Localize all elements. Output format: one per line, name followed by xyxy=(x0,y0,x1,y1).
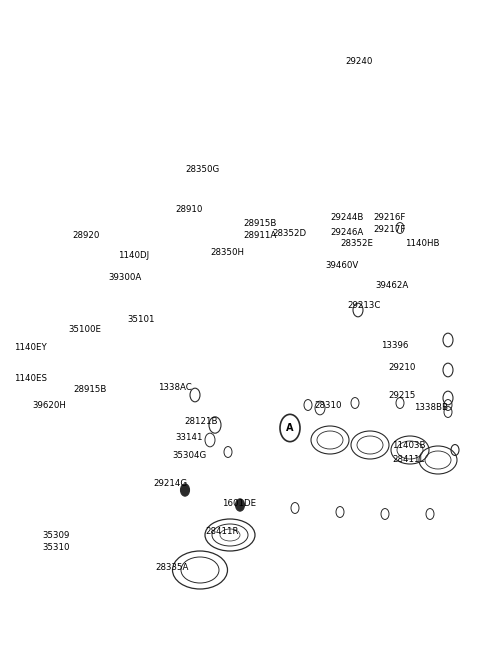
Text: 28335A: 28335A xyxy=(155,563,188,572)
Circle shape xyxy=(239,223,247,233)
Text: 39620H: 39620H xyxy=(32,400,66,409)
Circle shape xyxy=(377,77,383,83)
Circle shape xyxy=(387,56,393,64)
Polygon shape xyxy=(130,264,445,385)
Text: V6: V6 xyxy=(263,110,277,120)
Text: 33141: 33141 xyxy=(175,432,203,441)
Text: 39300A: 39300A xyxy=(108,274,141,282)
Circle shape xyxy=(368,77,372,83)
Text: 29246A: 29246A xyxy=(330,227,363,236)
Text: 11403B: 11403B xyxy=(392,441,425,449)
Text: H: H xyxy=(205,88,215,102)
Text: 35310: 35310 xyxy=(42,544,70,553)
Text: 1338AC: 1338AC xyxy=(158,383,192,392)
Text: 29244B: 29244B xyxy=(330,214,363,223)
Text: 29215: 29215 xyxy=(388,392,415,400)
FancyBboxPatch shape xyxy=(207,440,223,452)
Circle shape xyxy=(397,86,403,94)
Text: 28920: 28920 xyxy=(72,231,99,240)
Circle shape xyxy=(377,47,383,54)
Circle shape xyxy=(180,484,190,496)
Circle shape xyxy=(348,96,352,103)
Text: 1140ES: 1140ES xyxy=(14,373,47,383)
Text: 28310: 28310 xyxy=(314,400,341,409)
Text: 28350H: 28350H xyxy=(210,248,244,257)
Circle shape xyxy=(387,86,393,94)
Text: 28915B: 28915B xyxy=(73,386,107,394)
Circle shape xyxy=(337,56,343,64)
Text: 28411R: 28411R xyxy=(205,527,239,536)
Text: 39462A: 39462A xyxy=(375,282,408,291)
Circle shape xyxy=(348,67,352,73)
Text: 1140DJ: 1140DJ xyxy=(118,252,149,261)
Text: 29216F: 29216F xyxy=(373,214,406,223)
Circle shape xyxy=(397,47,403,54)
Circle shape xyxy=(397,77,403,83)
Circle shape xyxy=(358,67,362,73)
Circle shape xyxy=(397,56,403,64)
Circle shape xyxy=(348,86,352,94)
Text: 29240: 29240 xyxy=(345,58,372,67)
Circle shape xyxy=(368,86,372,94)
Circle shape xyxy=(387,77,393,83)
Circle shape xyxy=(201,212,209,223)
Circle shape xyxy=(397,96,403,103)
Circle shape xyxy=(368,47,372,54)
Circle shape xyxy=(377,56,383,64)
FancyBboxPatch shape xyxy=(47,440,63,452)
Text: 1338BB: 1338BB xyxy=(414,403,448,413)
FancyBboxPatch shape xyxy=(167,440,183,452)
Circle shape xyxy=(368,67,372,73)
FancyBboxPatch shape xyxy=(127,440,143,452)
Text: 28411L: 28411L xyxy=(392,455,424,464)
Text: 28911A: 28911A xyxy=(243,231,276,240)
Text: ■: ■ xyxy=(152,285,158,291)
Circle shape xyxy=(368,96,372,103)
Text: 35309: 35309 xyxy=(42,531,70,540)
Circle shape xyxy=(337,77,343,83)
Text: 1140EY: 1140EY xyxy=(14,343,47,352)
Circle shape xyxy=(151,257,159,267)
Text: 28915B: 28915B xyxy=(243,219,276,229)
Circle shape xyxy=(387,47,393,54)
Text: 29210: 29210 xyxy=(388,364,415,373)
Text: 28352E: 28352E xyxy=(340,240,373,248)
Text: 29213C: 29213C xyxy=(347,301,380,310)
Circle shape xyxy=(368,56,372,64)
Circle shape xyxy=(387,67,393,73)
Circle shape xyxy=(358,86,362,94)
Circle shape xyxy=(337,96,343,103)
Circle shape xyxy=(377,86,383,94)
FancyBboxPatch shape xyxy=(238,252,252,262)
Text: 1601DE: 1601DE xyxy=(222,498,256,508)
Circle shape xyxy=(358,47,362,54)
FancyBboxPatch shape xyxy=(87,440,103,452)
Circle shape xyxy=(358,56,362,64)
Text: 39460V: 39460V xyxy=(325,261,358,269)
Circle shape xyxy=(377,67,383,73)
Text: A: A xyxy=(26,585,34,595)
Circle shape xyxy=(236,499,244,511)
Circle shape xyxy=(446,244,454,255)
Circle shape xyxy=(348,77,352,83)
Circle shape xyxy=(358,96,362,103)
Circle shape xyxy=(348,47,352,54)
Circle shape xyxy=(358,77,362,83)
Circle shape xyxy=(387,96,393,103)
Circle shape xyxy=(337,86,343,94)
Text: 13396: 13396 xyxy=(381,341,408,350)
Circle shape xyxy=(397,67,403,73)
Circle shape xyxy=(337,67,343,73)
Text: 1140HB: 1140HB xyxy=(405,240,440,248)
Text: 28121B: 28121B xyxy=(184,417,217,426)
Text: 29214G: 29214G xyxy=(153,479,187,489)
Text: 35101: 35101 xyxy=(127,316,155,324)
Circle shape xyxy=(337,47,343,54)
Circle shape xyxy=(348,56,352,64)
Text: 28910: 28910 xyxy=(175,206,203,214)
Text: 28350G: 28350G xyxy=(185,166,219,174)
